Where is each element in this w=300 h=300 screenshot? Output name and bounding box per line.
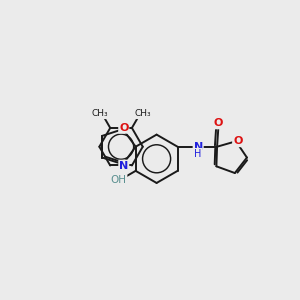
Text: O: O — [233, 136, 242, 146]
Text: OH: OH — [110, 175, 127, 185]
Text: N: N — [194, 142, 203, 152]
Text: CH₃: CH₃ — [92, 109, 108, 118]
Text: CH₃: CH₃ — [134, 109, 151, 118]
Text: O: O — [214, 118, 223, 128]
Text: N: N — [119, 160, 128, 171]
Text: O: O — [119, 123, 128, 133]
Text: H: H — [194, 149, 202, 159]
